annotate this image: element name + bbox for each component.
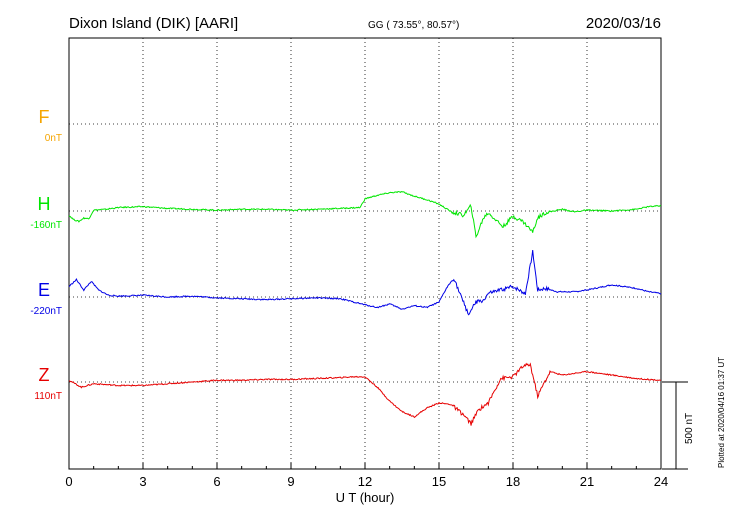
series-line-H	[68, 191, 662, 239]
scale-bar-label: 500 nT	[684, 413, 695, 444]
channel-labels: F 0nT H -160nT E -220nT Z 110nT	[30, 107, 62, 402]
x-tick-label-3: 3	[139, 474, 146, 489]
station-title: Dixon Island (DIK) [AARI]	[69, 15, 238, 32]
channel-name-H: H	[38, 194, 51, 214]
grid	[69, 38, 661, 469]
x-tick-label-15: 15	[432, 474, 446, 489]
x-tick-label-21: 21	[580, 474, 594, 489]
channel-baseline-E: -220nT	[30, 306, 62, 317]
series-lines	[68, 191, 662, 426]
scale-bar: 500 nT	[662, 381, 695, 470]
series-line-Z	[68, 362, 661, 426]
x-tick-label-9: 9	[287, 474, 294, 489]
channel-name-F: F	[39, 107, 50, 127]
station-coords: GG ( 73.55°, 80.57°)	[368, 20, 459, 31]
plotted-at-note: Plotted at 2020/04/16 01:37 UT	[717, 357, 726, 468]
x-axis-label: U T (hour)	[336, 490, 395, 505]
channel-name-Z: Z	[39, 365, 50, 385]
series-line-E	[68, 250, 662, 316]
channel-baseline-H: -160nT	[30, 220, 62, 231]
x-tick-label-24: 24	[654, 474, 668, 489]
x-tick-label-6: 6	[213, 474, 220, 489]
x-tick-label-0: 0	[65, 474, 72, 489]
channel-name-E: E	[38, 280, 50, 300]
channel-baseline-Z: 110nT	[34, 391, 62, 402]
channel-baseline-F: 0nT	[45, 133, 62, 144]
x-tick-label-12: 12	[358, 474, 372, 489]
chart-date: 2020/03/16	[586, 15, 661, 32]
x-tick-label-18: 18	[506, 474, 520, 489]
x-axis-ticks: 0 3 6 9 12 15 18 21 24	[65, 463, 668, 489]
